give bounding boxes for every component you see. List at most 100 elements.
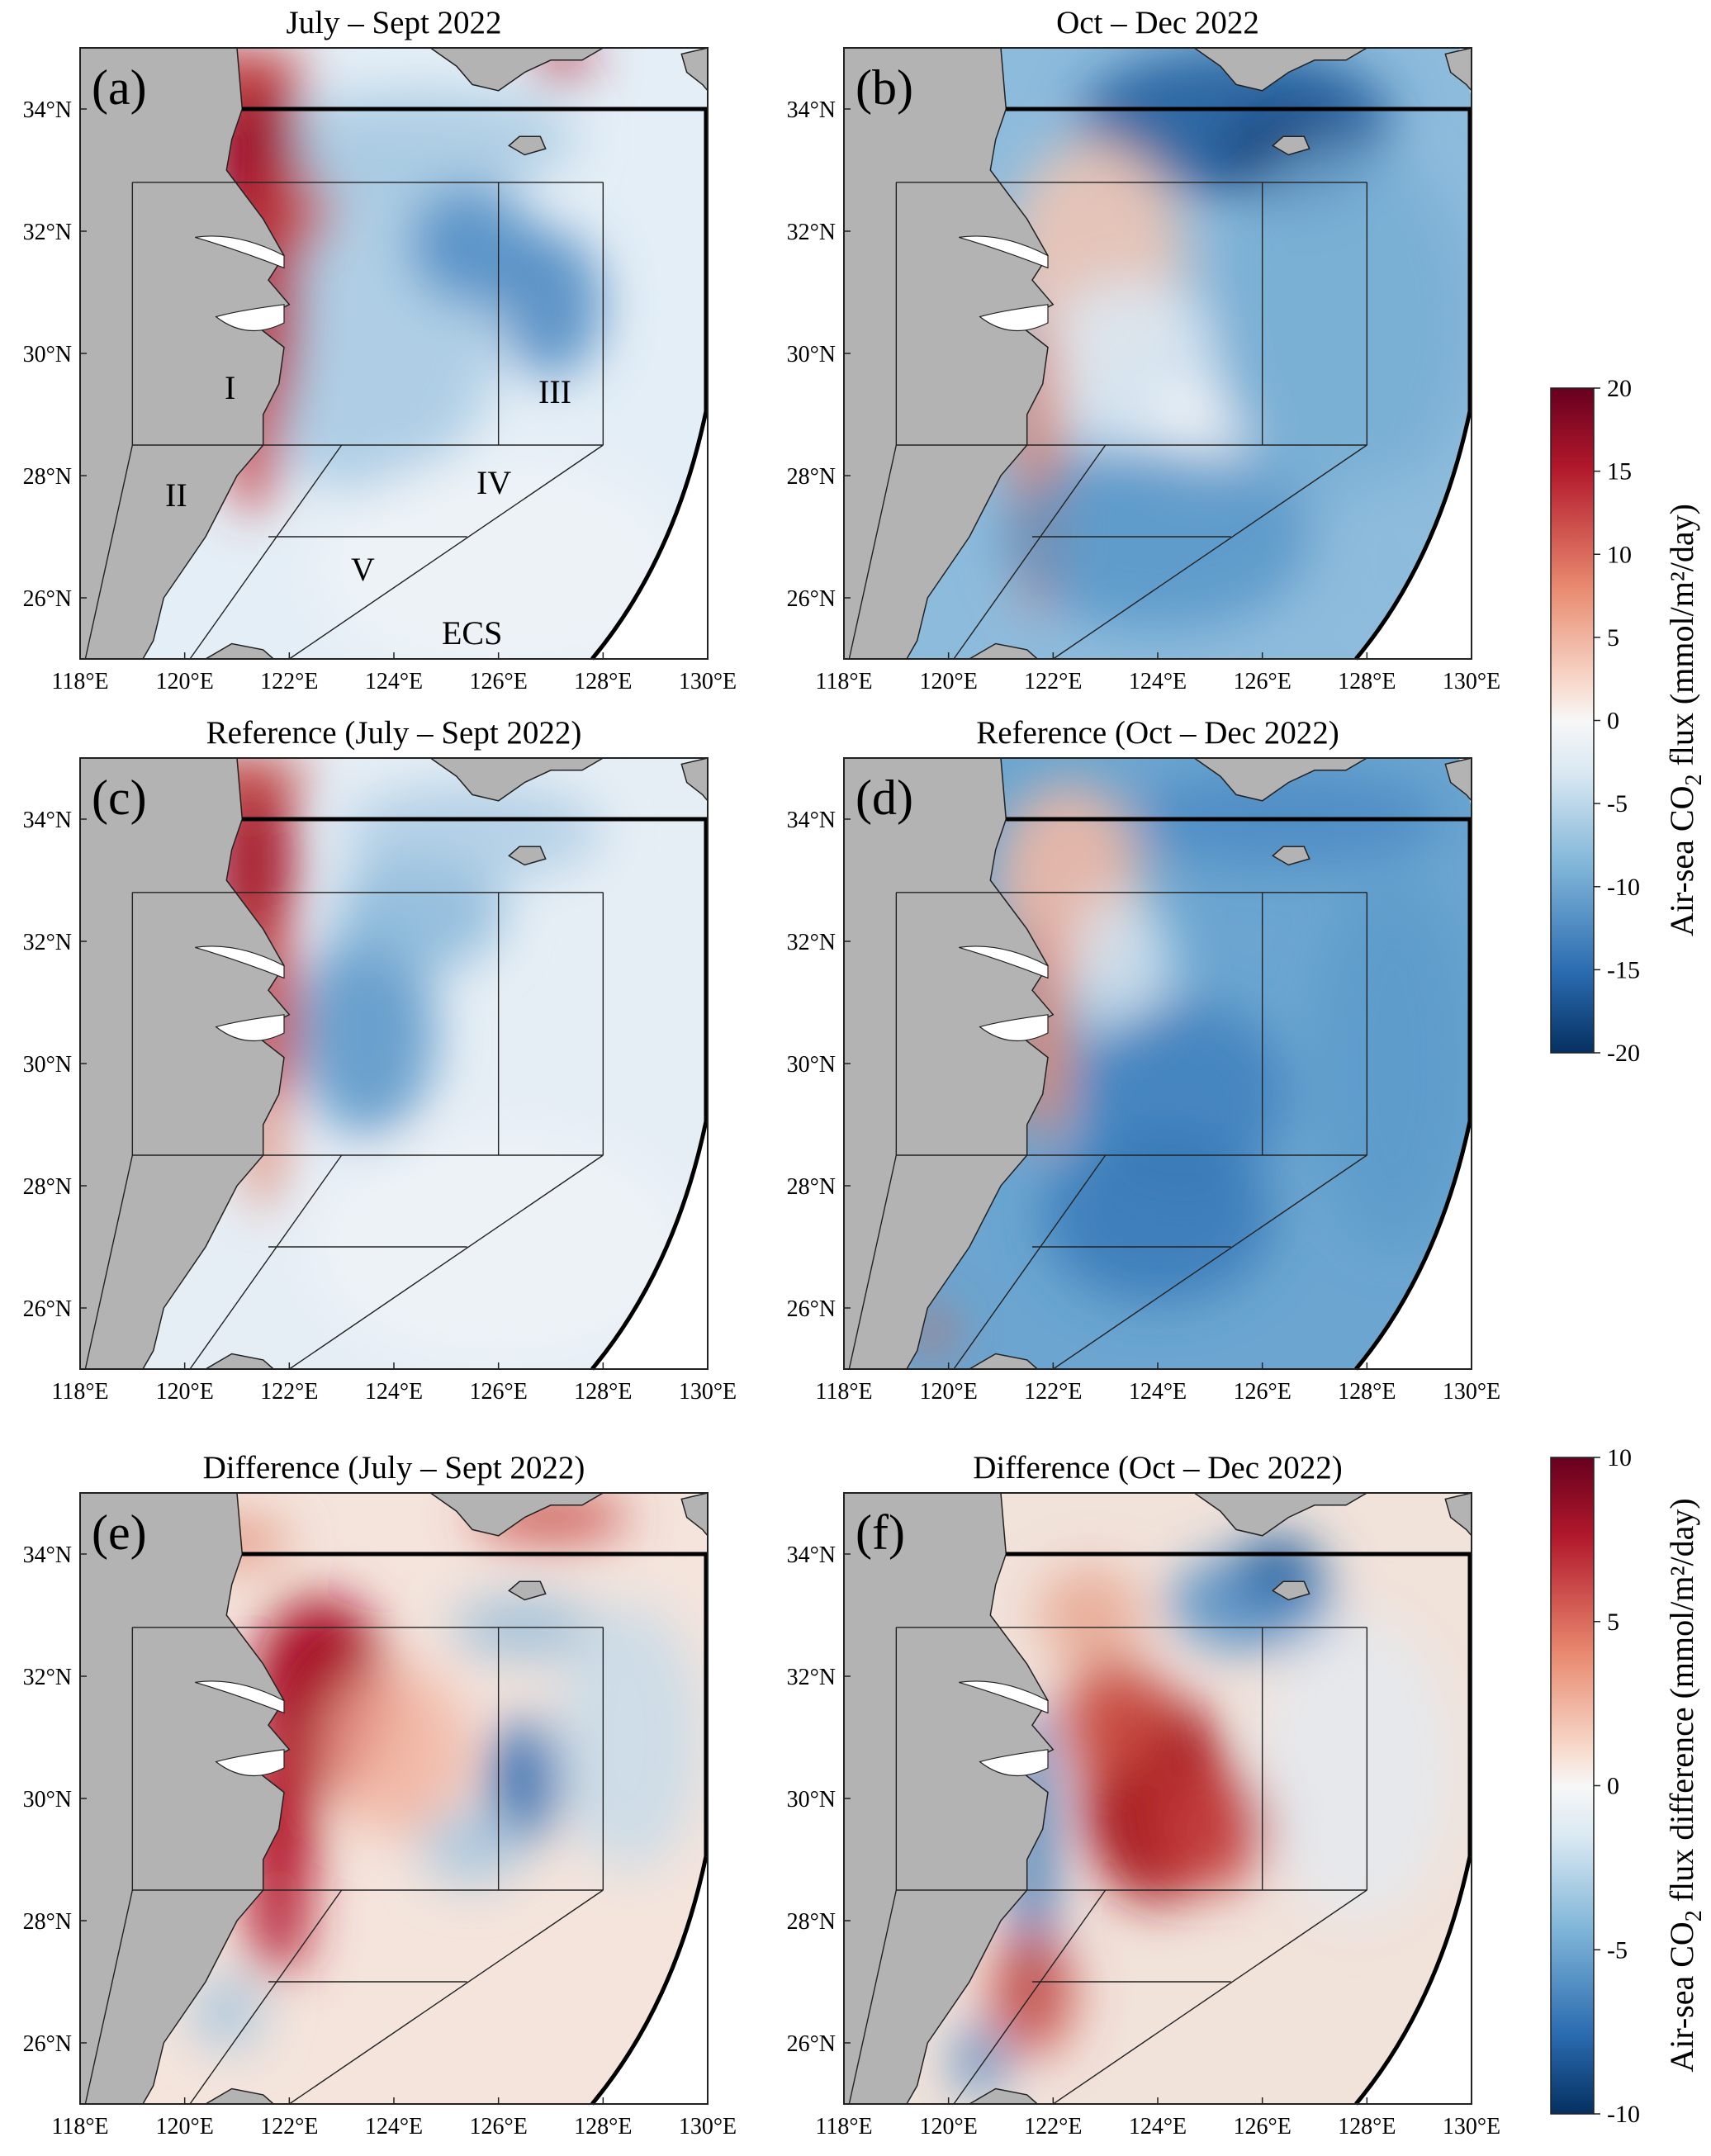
lon-tick-label: 126°E bbox=[470, 1379, 528, 1405]
jeju-island bbox=[1272, 1580, 1311, 1601]
domain-outside bbox=[592, 1121, 708, 1369]
domain-boundary-arc bbox=[590, 1121, 709, 1371]
colorbar-tick-label: 20 bbox=[1607, 375, 1632, 402]
lon-tick-label: 124°E bbox=[365, 669, 423, 694]
colorbar-tick-label: 0 bbox=[1607, 708, 1619, 735]
lat-tick-label: 32°N bbox=[23, 220, 72, 245]
lon-tick-label: 120°E bbox=[920, 2114, 978, 2139]
lon-tick-label: 126°E bbox=[470, 2114, 528, 2139]
lon-tick-label: 120°E bbox=[920, 669, 978, 694]
colorbar-diff-ticks: 10 5 0 -5 -10 bbox=[1594, 1444, 1640, 2128]
lon-tick-label: 122°E bbox=[260, 2114, 318, 2139]
domain-outside bbox=[592, 1856, 708, 2104]
hangzhou-bay bbox=[215, 304, 285, 332]
lat-tick-label: 28°N bbox=[787, 1909, 836, 1935]
colorbar-tick-label: -10 bbox=[1607, 2101, 1640, 2128]
panel-f-title: Difference (Oct – Dec 2022) bbox=[973, 1450, 1343, 1486]
region-boundary bbox=[84, 444, 134, 660]
lat-tick-label: 30°N bbox=[23, 1787, 72, 1812]
korea-coast bbox=[1192, 47, 1370, 92]
lat-tick-label: 32°N bbox=[787, 1665, 836, 1690]
lon-tick-label: 126°E bbox=[1234, 2114, 1292, 2139]
panel-a: 118°E 120°E 122°E 124°E 126°E 128°E 130°E 26°N 2… bbox=[23, 5, 737, 694]
field-blob bbox=[268, 176, 331, 250]
cb1-label-post: flux (mmol/m²/day) bbox=[1663, 504, 1700, 775]
colorbar-tick-label: -5 bbox=[1607, 1936, 1628, 1964]
lat-tick-label: 28°N bbox=[787, 464, 836, 490]
field-blob bbox=[315, 1136, 682, 1358]
panel-f: 118°E 120°E 122°E 124°E 126°E 128°E 130°E 26°N 2… bbox=[787, 1450, 1501, 2139]
lat-tick-label: 26°N bbox=[787, 1296, 836, 1322]
lon-tick-label: 118°E bbox=[815, 669, 872, 694]
hangzhou-bay bbox=[979, 304, 1049, 332]
jeju-island bbox=[1272, 846, 1311, 866]
field-blob bbox=[1069, 892, 1173, 1040]
lat-tick-label: 30°N bbox=[787, 1052, 836, 1078]
region-boundary bbox=[848, 1154, 898, 1370]
lon-tick-label: 128°E bbox=[574, 1379, 632, 1405]
colorbar-flux-title: Air-sea CO2 flux (mmol/m²/day) bbox=[1663, 504, 1707, 936]
lon-tick-label: 130°E bbox=[679, 669, 737, 694]
lat-tick-label: 30°N bbox=[23, 342, 72, 367]
yangtze-estuary bbox=[195, 235, 285, 269]
panel-c: 118°E 120°E 122°E 124°E 126°E 128°E 130°E 26°N 2… bbox=[23, 715, 737, 1405]
lon-tick-label: 126°E bbox=[1234, 669, 1292, 694]
panel-e-title: Difference (July – Sept 2022) bbox=[203, 1450, 585, 1486]
region-boundary bbox=[288, 1154, 604, 1370]
map-overlay-a: 118°E 120°E 122°E 124°E 126°E 128°E 130°E 26°N 2… bbox=[23, 47, 737, 694]
region-boundary bbox=[1052, 444, 1367, 660]
region-boundary bbox=[84, 1889, 134, 2105]
panel-c-title: Reference (July – Sept 2022) bbox=[206, 715, 582, 751]
lat-tick-label: 32°N bbox=[23, 930, 72, 955]
kyushu-coast bbox=[680, 47, 709, 92]
lon-tick-label: 130°E bbox=[1443, 2114, 1500, 2139]
lon-tick-label: 120°E bbox=[156, 2114, 214, 2139]
field-blob bbox=[1064, 1657, 1168, 1780]
kyushu-coast bbox=[1444, 1492, 1472, 1538]
cb2-label-post: flux difference (mmol/m²/day) bbox=[1663, 1498, 1700, 1910]
map-overlay-c: 118°E 120°E 122°E 124°E 126°E 128°E 130°E 26°N 2… bbox=[23, 757, 737, 1405]
lon-tick-label: 128°E bbox=[1338, 1379, 1396, 1405]
kyushu-coast bbox=[680, 757, 709, 803]
lat-tick-label: 26°N bbox=[787, 586, 836, 612]
map-overlay-b: 118°E 120°E 122°E 124°E 126°E 128°E 130°E 26°N 2… bbox=[787, 47, 1500, 694]
panel-e-letter: (e) bbox=[92, 1505, 147, 1560]
region-boundary bbox=[84, 1154, 134, 1370]
region-boundary bbox=[953, 444, 1107, 660]
lat-tick-label: 30°N bbox=[787, 1787, 836, 1812]
region-labels: I II III IV V ECS bbox=[165, 369, 571, 652]
lon-tick-label: 130°E bbox=[679, 1379, 737, 1405]
field-blob bbox=[498, 231, 604, 378]
yangtze-estuary bbox=[195, 945, 285, 979]
lat-tick-label: 30°N bbox=[23, 1052, 72, 1078]
region-boundary bbox=[848, 444, 898, 660]
lon-tick-label: 118°E bbox=[51, 669, 108, 694]
hangzhou-bay bbox=[215, 1749, 285, 1777]
field-blob bbox=[488, 1718, 562, 1841]
colorbar-tick-label: -15 bbox=[1607, 956, 1640, 983]
field-blob bbox=[336, 850, 504, 972]
lon-tick-label: 128°E bbox=[574, 669, 632, 694]
panel-b-letter: (b) bbox=[856, 60, 913, 115]
field-blobs bbox=[164, 758, 682, 1358]
field-blob bbox=[419, 1810, 525, 1884]
colorbar-tick-label: -5 bbox=[1607, 790, 1628, 817]
region-label-ECS: ECS bbox=[442, 614, 502, 652]
lon-tick-label: 120°E bbox=[156, 1379, 214, 1405]
field-blob bbox=[1042, 1130, 1273, 1302]
domain-outside bbox=[1356, 411, 1472, 659]
lon-tick-label: 120°E bbox=[156, 669, 214, 694]
field-blob bbox=[954, 2024, 1007, 2098]
field-blob bbox=[1147, 1768, 1273, 1890]
region-label-I: I bbox=[225, 369, 235, 406]
region-label-II: II bbox=[165, 476, 187, 514]
lat-tick-label: 34°N bbox=[787, 97, 836, 123]
cb2-label-pre: Air-sea CO bbox=[1663, 1921, 1700, 2072]
lon-tick-label: 122°E bbox=[260, 1379, 318, 1405]
hangzhou-bay bbox=[979, 1014, 1049, 1042]
korea-coast bbox=[428, 1492, 606, 1537]
lat-tick-label: 32°N bbox=[23, 1665, 72, 1690]
cb2-label-sub: 2 bbox=[1681, 1910, 1707, 1921]
lat-tick-label: 30°N bbox=[787, 342, 836, 367]
domain-boundary-arc bbox=[590, 410, 709, 661]
